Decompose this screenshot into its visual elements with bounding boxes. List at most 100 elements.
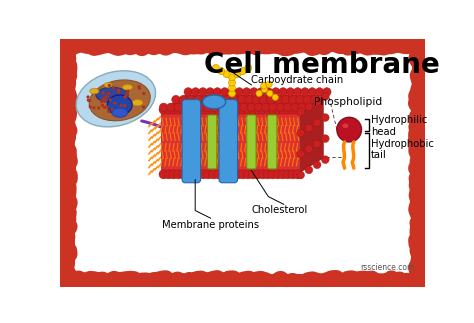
Ellipse shape xyxy=(96,87,128,103)
Circle shape xyxy=(230,95,238,104)
Circle shape xyxy=(220,88,229,96)
Circle shape xyxy=(105,99,107,101)
Circle shape xyxy=(263,105,273,114)
Text: Cell membrane: Cell membrane xyxy=(204,51,440,79)
Circle shape xyxy=(224,105,233,114)
Circle shape xyxy=(250,88,258,96)
Circle shape xyxy=(310,95,319,104)
Text: Cholesterol: Cholesterol xyxy=(252,205,308,215)
Circle shape xyxy=(293,105,302,114)
Circle shape xyxy=(212,65,219,71)
Circle shape xyxy=(138,87,140,89)
Circle shape xyxy=(172,95,180,104)
Circle shape xyxy=(273,170,283,179)
Circle shape xyxy=(225,103,234,111)
Circle shape xyxy=(169,105,178,114)
Circle shape xyxy=(209,170,218,179)
Circle shape xyxy=(283,103,292,111)
Circle shape xyxy=(321,156,329,163)
Circle shape xyxy=(228,74,236,81)
Circle shape xyxy=(291,103,299,111)
Circle shape xyxy=(273,105,283,114)
Circle shape xyxy=(108,110,109,112)
Circle shape xyxy=(269,103,277,111)
Circle shape xyxy=(266,95,275,104)
Circle shape xyxy=(234,71,241,78)
Circle shape xyxy=(247,103,255,111)
Circle shape xyxy=(104,107,106,108)
Circle shape xyxy=(89,106,91,108)
Circle shape xyxy=(179,170,188,179)
Circle shape xyxy=(228,105,237,114)
Circle shape xyxy=(98,107,100,109)
Ellipse shape xyxy=(202,95,226,109)
Ellipse shape xyxy=(104,83,112,87)
Circle shape xyxy=(245,65,252,71)
Circle shape xyxy=(283,170,292,179)
Circle shape xyxy=(126,92,128,94)
Circle shape xyxy=(138,86,140,88)
Circle shape xyxy=(297,171,304,179)
Circle shape xyxy=(159,105,168,114)
Circle shape xyxy=(196,103,204,111)
FancyBboxPatch shape xyxy=(267,115,277,169)
Circle shape xyxy=(102,92,104,94)
Circle shape xyxy=(174,105,183,114)
Ellipse shape xyxy=(122,85,132,90)
Text: Carboydrate chain: Carboydrate chain xyxy=(251,75,344,85)
Circle shape xyxy=(264,88,273,96)
Circle shape xyxy=(313,161,321,169)
Circle shape xyxy=(223,95,231,104)
FancyBboxPatch shape xyxy=(219,99,237,183)
Circle shape xyxy=(259,95,268,104)
Circle shape xyxy=(224,170,233,179)
Circle shape xyxy=(274,95,283,104)
Text: Hydrophobic
tail: Hydrophobic tail xyxy=(371,139,434,161)
Circle shape xyxy=(186,95,195,104)
Ellipse shape xyxy=(112,108,128,117)
Circle shape xyxy=(194,170,203,179)
Circle shape xyxy=(301,88,309,96)
Circle shape xyxy=(228,79,236,86)
Circle shape xyxy=(253,170,263,179)
Circle shape xyxy=(184,88,192,96)
Circle shape xyxy=(253,105,263,114)
Circle shape xyxy=(101,100,103,102)
Circle shape xyxy=(218,103,226,111)
Circle shape xyxy=(278,170,287,179)
Circle shape xyxy=(321,114,329,121)
Circle shape xyxy=(313,140,321,148)
Circle shape xyxy=(118,89,119,91)
Circle shape xyxy=(199,105,208,114)
Circle shape xyxy=(120,105,122,106)
Circle shape xyxy=(87,96,89,98)
Ellipse shape xyxy=(342,123,348,128)
Circle shape xyxy=(218,68,225,75)
Circle shape xyxy=(305,166,313,174)
Circle shape xyxy=(179,105,188,114)
Circle shape xyxy=(293,170,302,179)
Circle shape xyxy=(208,95,217,104)
Circle shape xyxy=(179,95,187,104)
Circle shape xyxy=(167,103,175,111)
Circle shape xyxy=(108,93,109,95)
Circle shape xyxy=(159,103,168,111)
Circle shape xyxy=(281,95,290,104)
Circle shape xyxy=(321,135,329,142)
Circle shape xyxy=(118,91,120,93)
Circle shape xyxy=(199,170,208,179)
Circle shape xyxy=(238,105,247,114)
Circle shape xyxy=(127,90,129,92)
FancyBboxPatch shape xyxy=(208,115,217,169)
Circle shape xyxy=(116,110,118,112)
Circle shape xyxy=(124,96,126,98)
Circle shape xyxy=(228,88,236,96)
Circle shape xyxy=(109,84,110,86)
Circle shape xyxy=(209,105,218,114)
Circle shape xyxy=(106,96,108,98)
Circle shape xyxy=(239,68,246,75)
Circle shape xyxy=(263,170,273,179)
Ellipse shape xyxy=(132,99,143,106)
Circle shape xyxy=(261,83,267,89)
Circle shape xyxy=(305,124,313,132)
